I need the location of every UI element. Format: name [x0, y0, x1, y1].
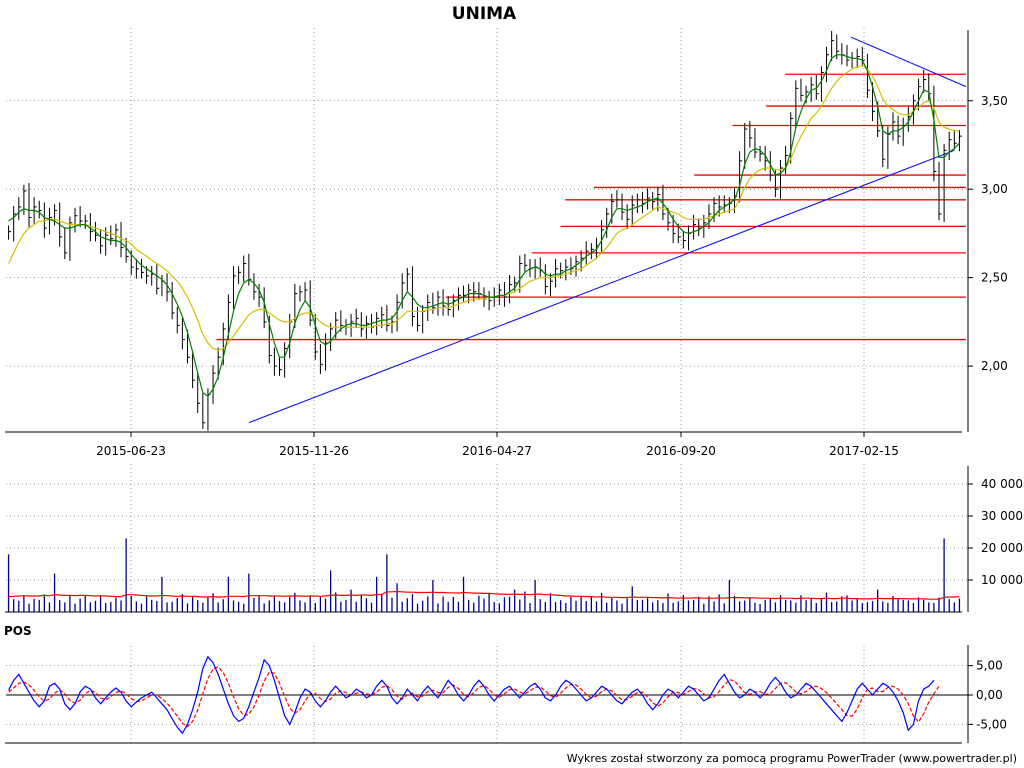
date-tick-label: 2015-06-23	[96, 444, 166, 458]
date-tick-label: 2015-11-26	[279, 444, 349, 458]
price-bars	[8, 30, 962, 431]
trend-line	[248, 149, 955, 424]
pos-tick-label: -5,00	[976, 717, 1007, 731]
price-tick-label: 2,50	[981, 271, 1008, 285]
date-x-ticks: 2015-06-23 2015-11-26 2016-04-27 2016-09-20…	[96, 432, 899, 458]
date-tick-label: 2017-02-15	[829, 444, 899, 458]
volume-tick-label: 20 000	[981, 541, 1023, 555]
pos-panel: POS -5,00 0,00 5,00	[4, 624, 1007, 744]
volume-panel: 10 000 20 000 30 000 40 000	[5, 464, 1023, 613]
volume-bars	[7, 538, 961, 612]
date-tick-label: 2016-09-20	[646, 444, 716, 458]
volume-tick-label: 40 000	[981, 477, 1023, 491]
footer-credit: Wykres został stworzony za pomocą progra…	[567, 752, 1017, 765]
trend-line	[850, 36, 967, 88]
trend-lines	[248, 36, 967, 424]
chart-title: UNIMA	[452, 4, 517, 24]
price-panel: 2,002,503,003,50 2015-06-23 2015-11-26 201…	[5, 28, 1008, 458]
volume-grid	[6, 464, 968, 612]
ma-short-line	[8, 54, 960, 398]
price-grid	[6, 28, 968, 432]
price-y-ticks: 2,00 2,50 3,00 3,50	[968, 94, 1008, 373]
price-tick-label: 3,50	[981, 94, 1008, 108]
price-tick-label: 2,00	[981, 359, 1008, 373]
date-tick-label: 2016-04-27	[462, 444, 532, 458]
pos-label: POS	[4, 624, 32, 638]
pos-signal-line	[8, 666, 940, 728]
volume-y-ticks: 10 000 20 000 30 000 40 000	[968, 477, 1023, 587]
pos-line	[8, 655, 935, 735]
ma-long-line	[8, 64, 960, 351]
pos-tick-label: 5,00	[976, 659, 1003, 673]
pos-grid	[6, 646, 968, 743]
volume-tick-label: 10 000	[981, 573, 1023, 587]
volume-ma-line	[8, 590, 960, 600]
support-lines	[216, 73, 966, 341]
pos-tick-label: 0,00	[976, 688, 1003, 702]
volume-tick-label: 30 000	[981, 509, 1023, 523]
pos-y-ticks: -5,00 0,00 5,00	[968, 659, 1007, 731]
price-tick-label: 3,00	[981, 182, 1008, 196]
